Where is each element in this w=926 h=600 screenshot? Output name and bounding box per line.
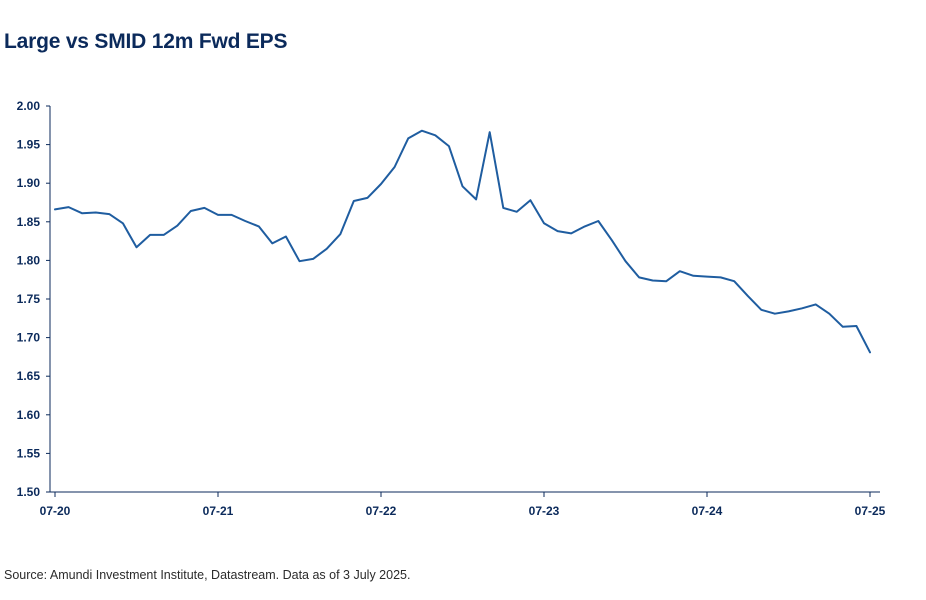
data-point [611,239,613,241]
data-point [475,198,477,200]
y-tick-label: 1.80 [17,253,41,267]
data-point [720,276,722,278]
data-point [176,225,178,227]
data-point [638,276,640,278]
x-tick-label: 07-20 [40,504,71,518]
plot-area [54,129,871,354]
data-point [95,212,97,214]
data-point [394,166,396,168]
x-axis: 07-20 07-21 07-22 07-23 07-24 07-25 [40,491,886,518]
y-tick-label: 1.90 [17,176,41,190]
data-point [597,220,599,222]
data-point [407,137,409,139]
data-point [122,222,124,224]
data-point [339,233,341,235]
x-tick-label: 07-22 [366,504,397,518]
y-tick-label: 1.85 [17,215,41,229]
data-point [448,145,450,147]
data-point [828,313,830,315]
data-point [380,183,382,185]
data-point [679,270,681,272]
data-point [557,230,559,232]
data-point [366,197,368,199]
data-point [231,214,233,216]
chart-title: Large vs SMID 12m Fwd EPS [4,30,288,53]
data-point [842,326,844,328]
data-point [299,260,301,262]
data-point [81,212,83,214]
data-point [217,214,219,216]
data-point [312,258,314,260]
y-tick-label: 1.70 [17,331,41,345]
y-tick-label: 1.95 [17,138,41,152]
data-point [462,185,464,187]
data-point [747,295,749,297]
y-tick-label: 1.75 [17,292,41,306]
data-point [244,220,246,222]
data-point [489,131,491,133]
data-point [258,225,260,227]
data-point [652,279,654,281]
data-point [570,232,572,234]
y-tick-label: 1.55 [17,446,41,460]
data-point [203,207,205,209]
data-point [136,246,138,248]
data-point [163,234,165,236]
x-tick-label: 07-21 [203,504,234,518]
data-point [502,207,504,209]
data-point [108,213,110,215]
data-point [733,280,735,282]
data-point [68,206,70,208]
data-point [543,222,545,224]
data-point [285,235,287,237]
series-line-0 [54,129,871,354]
x-tick-label: 07-24 [692,504,723,518]
data-point [706,276,708,278]
data-point [665,280,667,282]
data-point [760,309,762,311]
x-tick-label: 07-23 [529,504,560,518]
data-point [801,307,803,309]
data-point [788,310,790,312]
data-point [692,275,694,277]
data-point [54,208,56,210]
data-point [869,351,871,353]
data-point [434,134,436,136]
data-point [584,225,586,227]
data-point [271,242,273,244]
y-axis: 1.50 1.55 1.60 1.65 1.70 1.75 1.80 1.85 1.90 1.95… [17,99,51,499]
y-tick-label: 1.65 [17,369,41,383]
y-tick-label: 1.50 [17,485,41,499]
data-point [190,210,192,212]
y-tick-label: 1.60 [17,408,41,422]
line-chart: 1.50 1.55 1.60 1.65 1.70 1.75 1.80 1.85 1.90 1.95… [17,99,886,518]
data-point [529,199,531,201]
data-point [353,200,355,202]
data-point [149,234,151,236]
data-point [516,211,518,213]
data-point [421,130,423,132]
source-note: Source: Amundi Investment Institute, Dat… [4,568,411,582]
y-tick-label: 2.00 [17,99,41,113]
data-point [326,248,328,250]
data-point [774,313,776,315]
data-point [625,260,627,262]
data-point [815,303,817,305]
x-tick-label: 07-25 [855,504,886,518]
data-point [855,325,857,327]
